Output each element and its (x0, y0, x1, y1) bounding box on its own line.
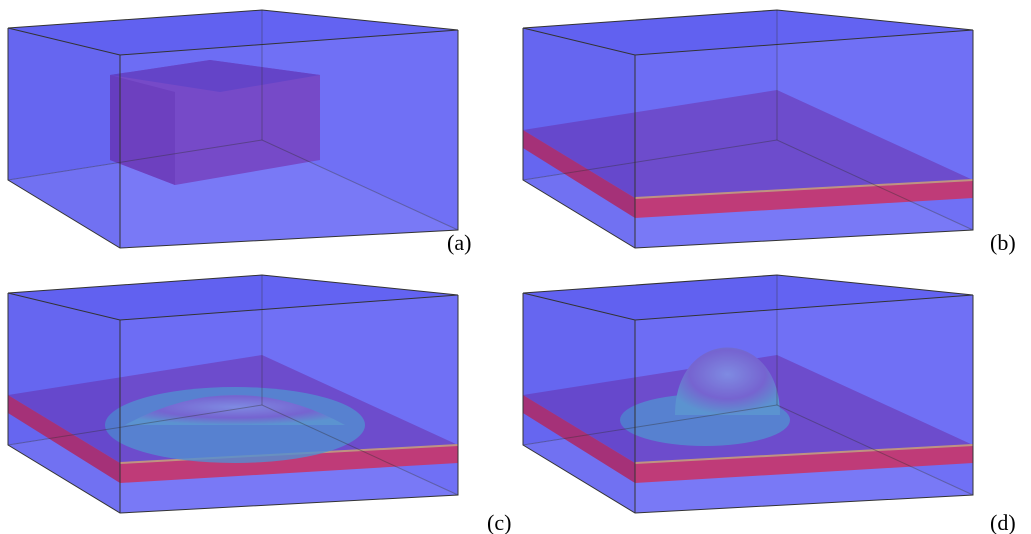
panel-a: (a) (8, 10, 471, 255)
panel-label: (b) (990, 230, 1016, 255)
panel-label: (c) (487, 510, 511, 534)
figure: (a) (b) (c) (d) (0, 0, 1031, 534)
panel-b (523, 10, 973, 248)
panel-label: (d) (990, 510, 1016, 534)
panel-c (8, 275, 458, 513)
panel-label: (a) (447, 230, 471, 255)
panel-d (523, 275, 973, 513)
